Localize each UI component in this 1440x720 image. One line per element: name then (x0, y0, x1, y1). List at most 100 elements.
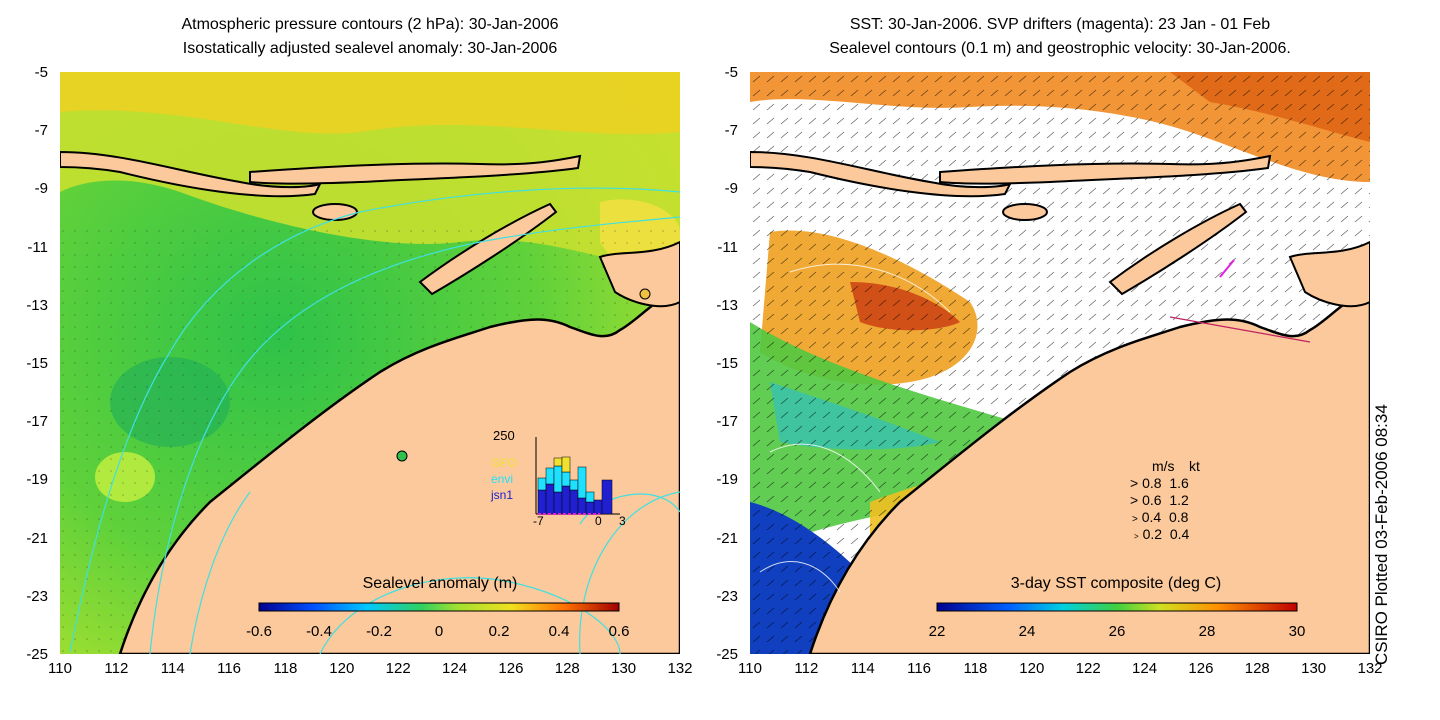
lat-tick-label: -21 (26, 529, 48, 547)
lon-tick-label: 130 (1301, 660, 1327, 677)
inset-x-label-0: 0 (595, 514, 602, 528)
lat-tick-label: -5 (724, 64, 738, 81)
lat-tick-label: -5 (34, 64, 48, 81)
sst-colorbar-tick: 24 (1018, 623, 1036, 640)
legend-arrow-icon: > (1130, 492, 1139, 508)
sealevel-contours (759, 263, 951, 593)
top-end-land (598, 240, 680, 308)
tide-gauge-marker-2 (639, 288, 651, 300)
lat-tick-label: -13 (716, 296, 738, 314)
hist-bar (545, 483, 555, 515)
inset-series-gfo: GFO (491, 456, 517, 470)
lat-tick-label: -23 (716, 587, 738, 605)
lon-tick-label: 112 (794, 660, 819, 677)
lat-tick-label: -9 (724, 180, 738, 198)
drifter-track-2 (1169, 316, 1311, 343)
hist-bar (569, 489, 579, 515)
australia-land (118, 285, 680, 654)
lat-tick-label: -7 (34, 122, 48, 140)
sst-colorbar-tick: 22 (928, 623, 946, 640)
inset-series-jsn1: jsn1 (491, 488, 514, 502)
nusa-tenggara-chain (249, 154, 582, 185)
lon-tick-label: 120 (329, 660, 355, 677)
australia-land (808, 285, 1370, 654)
hist-bar (553, 457, 563, 467)
drifter-track (1219, 259, 1235, 278)
legend-row-1: > 0.8 1.6 (1130, 475, 1189, 491)
sla-colorbar-tick: 0.2 (488, 623, 510, 640)
hist-bar (569, 479, 579, 491)
lat-tick-label: -15 (26, 355, 48, 372)
legend-arrow-icon: > (1134, 532, 1139, 541)
sst-colorbar (936, 602, 1298, 612)
sealevel-anomaly-map (60, 72, 680, 654)
timor-island (1108, 202, 1248, 296)
lat-tick-label: -19 (26, 471, 48, 489)
inset-x-label-neg7: -7 (533, 514, 544, 528)
hist-bar (553, 491, 563, 515)
sst-colorbar-tick: 26 (1108, 623, 1126, 640)
lat-tick-label: -23 (26, 587, 48, 605)
lon-tick-label: 118 (963, 660, 988, 677)
hist-bar (545, 467, 555, 485)
lon-tick-label: 124 (1132, 660, 1158, 677)
hist-bar (593, 499, 603, 515)
sst-colorbar-tick: 28 (1198, 623, 1216, 640)
credit-label: CSIRO Plotted 03-Feb-2006 08:34 (1372, 404, 1391, 665)
inset-ymax-label: 250 (493, 428, 515, 443)
legend-ms-value: 0.6 (1142, 492, 1162, 508)
lat-tick-label: -25 (26, 646, 48, 663)
hist-bar (577, 497, 587, 515)
lon-tick-label: 132 (667, 660, 693, 677)
legend-kt-value: 1.2 (1169, 492, 1189, 508)
lat-tick-label: -21 (716, 529, 738, 547)
sla-colorbar-tick: 0.6 (608, 623, 630, 640)
lon-tick-label: 110 (48, 660, 72, 677)
sumba-island (312, 203, 358, 221)
legend-kt-value: 1.6 (1169, 475, 1189, 491)
inset-histogram (535, 437, 620, 515)
sst-colorbar-tick: 30 (1288, 623, 1306, 640)
lon-tick-label: 112 (104, 660, 129, 677)
lat-tick-label: -11 (717, 238, 738, 256)
sla-colorbar-tick: 0 (434, 623, 444, 640)
legend-kt-value: 0.4 (1169, 526, 1190, 542)
hist-bar (601, 479, 613, 515)
lat-tick-label: -25 (716, 646, 738, 663)
hist-bar (585, 491, 595, 503)
hist-bar (561, 485, 571, 515)
lat-tick-label: -17 (716, 413, 738, 431)
hist-bar (561, 471, 571, 487)
java-island (750, 150, 1012, 198)
lon-tick-label: 126 (1188, 660, 1214, 677)
right-title-line1: SST: 30-Jan-2006. SVP drifters (magenta)… (849, 16, 1271, 33)
hist-bar (585, 501, 595, 515)
legend-header-kt: kt (1189, 458, 1200, 474)
legend-row-4: > 0.2 0.4 (1134, 526, 1189, 542)
lon-tick-label: 110 (738, 660, 762, 677)
lon-tick-label: 132 (1357, 660, 1383, 677)
tide-gauge-marker (396, 450, 408, 462)
sst-colorbar-label: 3-day SST composite (deg C) (1010, 575, 1222, 592)
sla-colorbar-tick: 0.4 (548, 623, 570, 640)
legend-row-2: > 0.6 1.2 (1130, 492, 1189, 508)
legend-kt-value: 0.8 (1168, 509, 1189, 525)
legend-arrow-icon: > (1132, 514, 1138, 525)
left-title-line1: Atmospheric pressure contours (2 hPa): 3… (181, 16, 559, 33)
lon-tick-label: 116 (217, 660, 242, 677)
lon-tick-label: 118 (273, 660, 298, 677)
lat-tick-label: -11 (27, 238, 48, 256)
right-title-line2: Sealevel contours (0.1 m) and geostrophi… (829, 40, 1291, 57)
hist-bar (561, 456, 571, 473)
lat-tick-label: -7 (724, 122, 738, 140)
lat-tick-label: -17 (26, 413, 48, 431)
hist-bar (577, 466, 587, 499)
lon-tick-label: 130 (611, 660, 637, 677)
lon-tick-label: 126 (498, 660, 524, 677)
inset-series-envi: envi (491, 472, 514, 486)
lon-tick-label: 122 (385, 660, 411, 677)
timor-island (418, 202, 558, 296)
lat-tick-label: -9 (34, 180, 48, 198)
sst-map (750, 72, 1370, 654)
java-island (60, 150, 322, 198)
